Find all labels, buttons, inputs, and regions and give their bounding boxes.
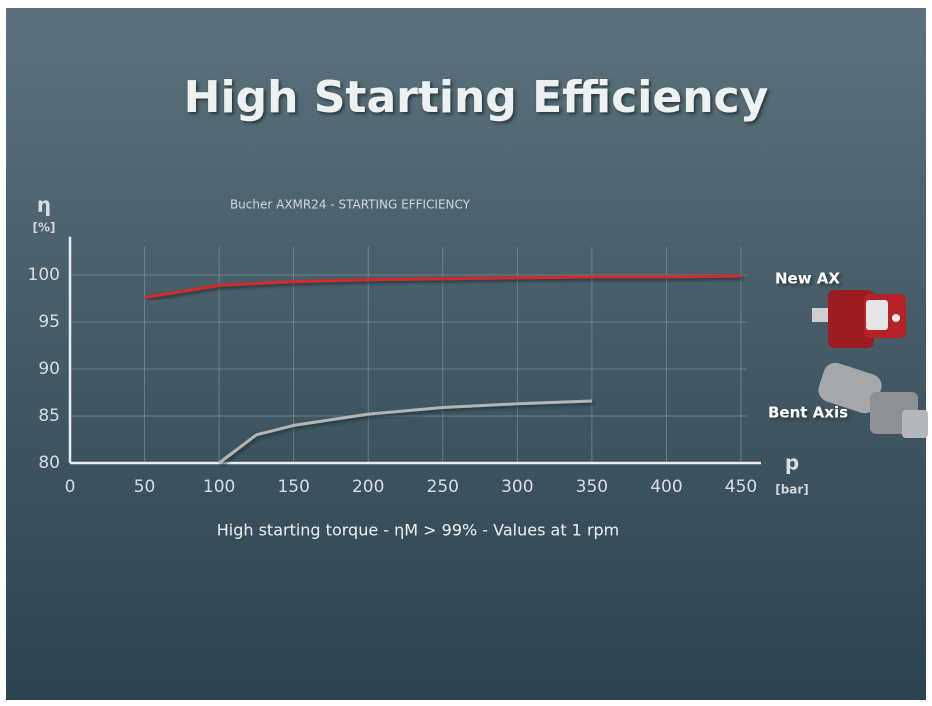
x-tick-label: 200 [352, 477, 384, 497]
x-tick-label: 150 [277, 477, 309, 497]
x-tick-label: 300 [501, 477, 533, 497]
slide: High Starting Efficiency Bucher AXMR24 -… [0, 0, 932, 706]
page: {"chart_data": {"type": "line", "title":… [0, 0, 932, 706]
y-label: η [37, 193, 51, 217]
x-tick-label: 450 [725, 477, 757, 497]
y-tick-label: 100 [28, 265, 60, 285]
y-tick-label: 95 [38, 312, 60, 332]
x-tick-label: 100 [203, 477, 235, 497]
x-tick-label: 50 [134, 477, 156, 497]
x-tick-label: 350 [576, 477, 608, 497]
x-label: p [785, 451, 799, 475]
y-unit: [%] [33, 221, 56, 235]
y-tick-label: 80 [38, 453, 60, 473]
subtitle: Bucher AXMR24 - STARTING EFFICIENCY [230, 198, 471, 212]
caption: High starting torque - ηM > 99% - Values… [217, 521, 620, 540]
legend-label: New AX [775, 270, 840, 288]
legend-label: Bent Axis [768, 404, 848, 422]
x-tick-label: 400 [650, 477, 682, 497]
y-tick-label: 90 [38, 359, 60, 379]
x-tick-label: 250 [427, 477, 459, 497]
title: High Starting Efficiency [184, 72, 769, 123]
x-tick-label: 0 [65, 477, 76, 497]
y-tick-label: 85 [38, 406, 60, 426]
x-unit: [bar] [775, 483, 809, 497]
